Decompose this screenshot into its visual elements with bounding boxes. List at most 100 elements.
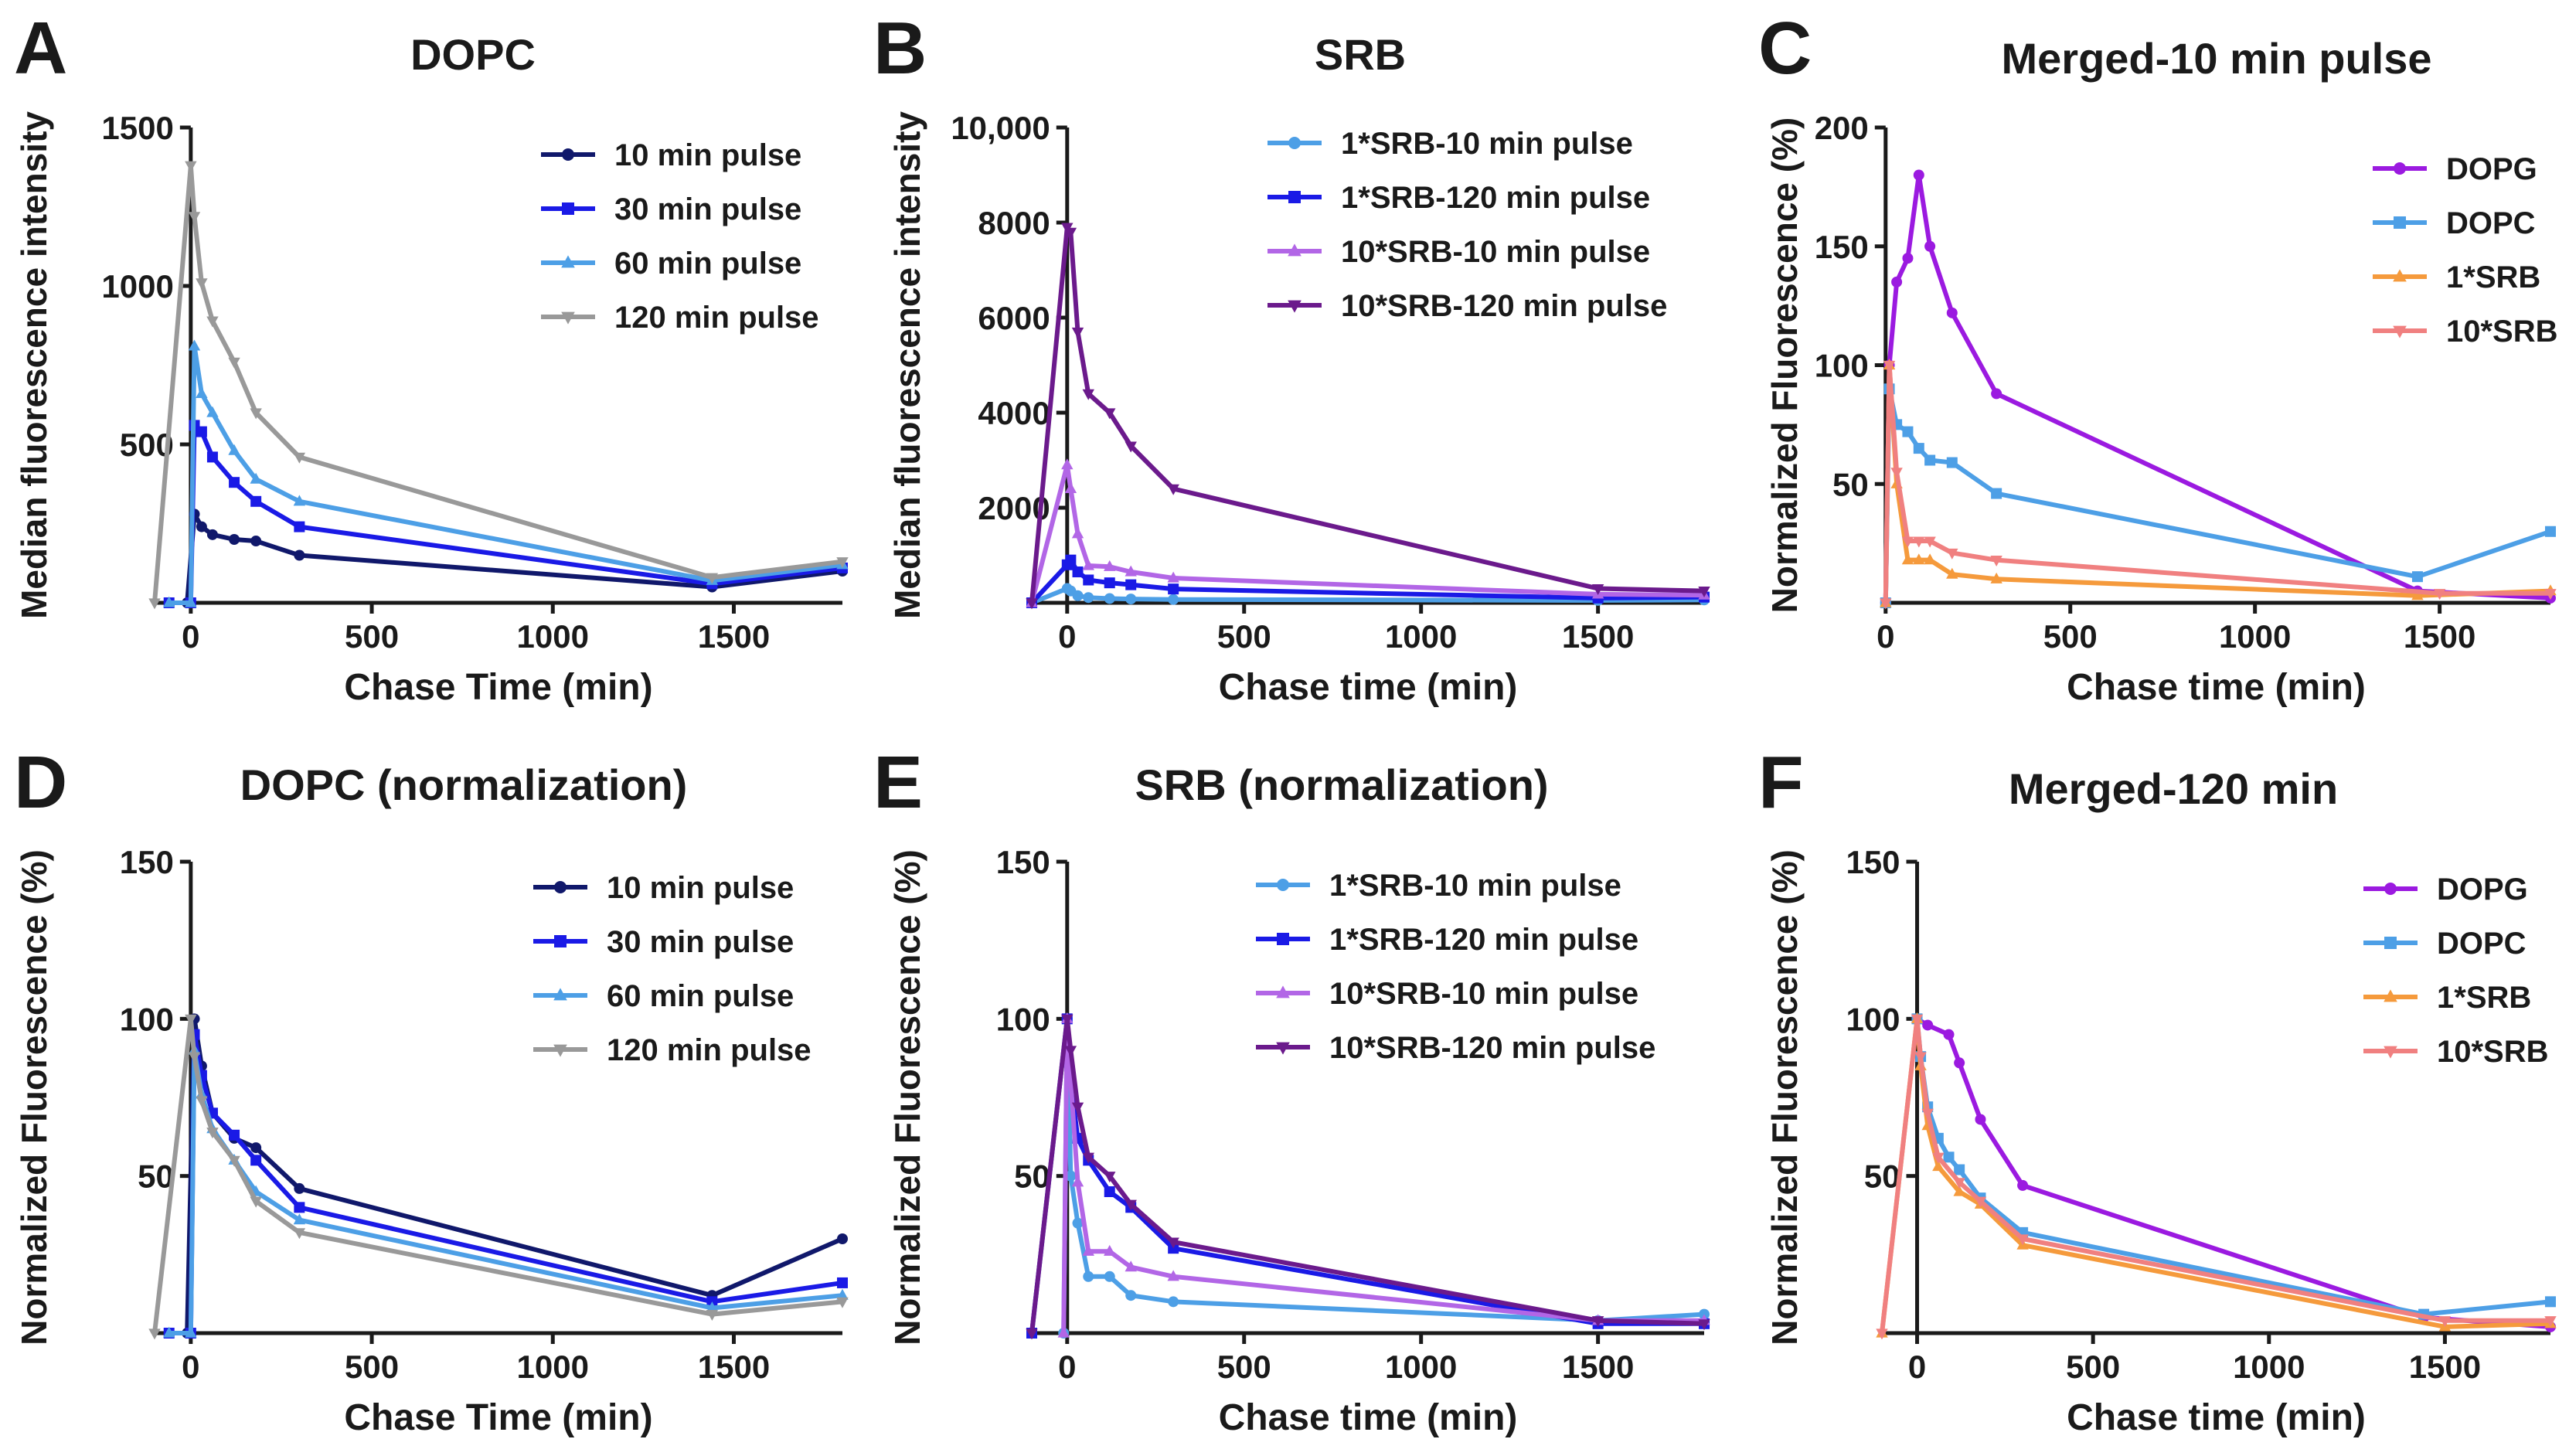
- data-point: [1953, 1185, 1965, 1196]
- legend-marker: [2393, 325, 2407, 338]
- x-tick-label: 1500: [2409, 1349, 2481, 1385]
- series-line: [1029, 225, 1705, 604]
- legend-label: 60 min pulse: [607, 979, 794, 1013]
- legend-label: 1*SRB: [2446, 260, 2540, 294]
- y-axis-label: Normalized Fluorescence (%): [1764, 849, 1805, 1345]
- x-tick-label: 500: [2043, 618, 2098, 655]
- legend-marker: [2384, 1046, 2397, 1059]
- y-axis-label: Median fluorescence intensity: [887, 111, 927, 619]
- x-tick-label: 500: [1217, 1349, 1271, 1385]
- legend-label: 10 min pulse: [607, 871, 794, 905]
- legend-entry: 60 min pulse: [541, 247, 801, 281]
- legend-label: 1*SRB: [2437, 981, 2531, 1015]
- panel-letter: C: [1758, 7, 1812, 90]
- legend-marker: [2384, 989, 2397, 1002]
- data-point: [2544, 589, 2557, 600]
- data-point: [1921, 1108, 1934, 1120]
- data-point: [1911, 1014, 1924, 1026]
- panel-letter: E: [873, 741, 923, 824]
- legend-marker: [1277, 879, 1289, 891]
- y-tick-label: 150: [1846, 844, 1900, 880]
- series-10-min-pulse: [163, 509, 848, 608]
- axes: [1032, 128, 1704, 605]
- data-point: [1902, 253, 1914, 264]
- data-point: [228, 444, 240, 455]
- legend-marker: [562, 148, 574, 161]
- series-line: [152, 1016, 843, 1334]
- legend-marker: [553, 1044, 567, 1057]
- series-10-srb-120-min-pulse: [1026, 1014, 1710, 1340]
- data-point: [706, 1301, 719, 1313]
- data-point: [206, 1128, 219, 1139]
- data-point: [837, 1233, 848, 1244]
- chart-title: Merged-120 min: [2009, 764, 2338, 813]
- data-point: [1924, 553, 1936, 565]
- y-tick-label: 50: [1832, 466, 1869, 502]
- data-point: [1125, 1199, 1137, 1211]
- data-point: [294, 1202, 305, 1213]
- chart-title: DOPC: [410, 30, 536, 79]
- series-10-srb: [1876, 1014, 2557, 1340]
- legend-marker: [554, 881, 567, 893]
- legend-marker: [1288, 300, 1302, 313]
- x-axis-label: Chase time (min): [2067, 1397, 2366, 1438]
- y-tick-label: 1500: [101, 110, 173, 146]
- data-point: [1902, 426, 1914, 437]
- x-tick-label: 1500: [1562, 618, 1634, 655]
- data-point: [1167, 1270, 1179, 1281]
- data-point: [1946, 548, 1958, 560]
- legend-marker: [1288, 243, 1302, 257]
- y-axis-label: Median fluorescence intensity: [14, 111, 54, 619]
- panel-f: F Merged-120 min 0 500 1000 1500 50 100 150 Chase…: [1758, 741, 2557, 1438]
- series-line: [1029, 1016, 1704, 1334]
- x-tick-label: 1500: [2404, 618, 2475, 655]
- data-point: [1991, 388, 2002, 400]
- x-tick-label: 500: [345, 1349, 399, 1385]
- data-point: [1065, 1170, 1077, 1182]
- data-point: [185, 161, 197, 172]
- data-point: [163, 1326, 175, 1338]
- data-point: [228, 357, 240, 369]
- data-point: [1891, 276, 1903, 287]
- panel-c: C Merged-10 min pulse 0 500 1000 1500 50 100 150…: [1758, 7, 2558, 708]
- legend-marker: [2394, 162, 2406, 175]
- data-point: [229, 477, 240, 488]
- legend-label: 10*SRB-10 min pulse: [1341, 235, 1650, 269]
- data-point: [1057, 1326, 1070, 1338]
- legend-entry: 1*SRB: [2373, 260, 2540, 294]
- data-point: [1125, 1290, 1137, 1301]
- data-point: [1876, 1328, 1888, 1340]
- y-tick-label: 100: [120, 1001, 174, 1037]
- data-point: [206, 406, 219, 417]
- data-point: [250, 1142, 262, 1154]
- x-tick-label: 0: [1058, 618, 1076, 655]
- x-tick-label: 1000: [517, 618, 589, 655]
- data-point: [196, 1096, 208, 1107]
- chart-title: SRB (normalization): [1135, 760, 1548, 809]
- data-point: [1880, 598, 1892, 610]
- data-point: [294, 521, 305, 532]
- data-point: [1083, 592, 1094, 604]
- data-point: [1061, 458, 1074, 470]
- data-point: [2438, 1316, 2452, 1328]
- data-point: [148, 1328, 161, 1340]
- data-point: [206, 529, 218, 540]
- data-point: [706, 573, 719, 584]
- data-point: [837, 1277, 848, 1288]
- legend-entry: 1*SRB-120 min pulse: [1256, 923, 1638, 957]
- data-point: [1167, 571, 1179, 583]
- y-tick-label: 100: [1815, 348, 1869, 384]
- data-point: [250, 1155, 262, 1166]
- legend-label: DOPC: [2446, 206, 2536, 240]
- legend-entry: DOPG: [2373, 152, 2537, 186]
- x-tick-label: 0: [182, 1349, 199, 1385]
- data-point: [188, 212, 201, 223]
- legend-entry: 10 min pulse: [541, 138, 801, 172]
- series-line: [168, 1032, 843, 1335]
- data-point: [1901, 536, 1914, 548]
- series-10-srb: [1880, 360, 2557, 610]
- data-point: [1104, 1244, 1116, 1256]
- data-point: [1072, 566, 1084, 578]
